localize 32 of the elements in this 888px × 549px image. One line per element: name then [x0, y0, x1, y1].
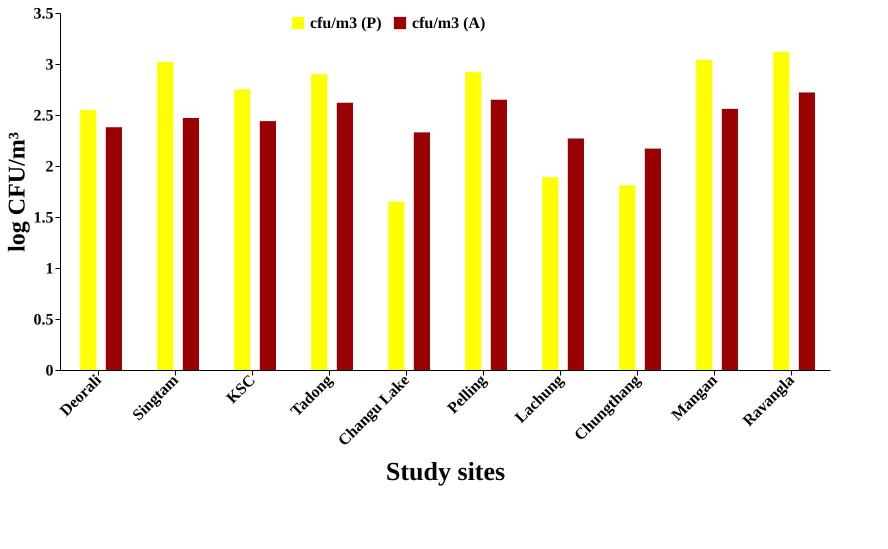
bar [182, 118, 199, 370]
bar [798, 92, 815, 370]
bar [80, 110, 96, 370]
x-axis-title: Study sites [386, 456, 506, 486]
bar [106, 127, 122, 370]
y-tick-label: 1.5 [34, 210, 54, 226]
bar [644, 148, 661, 370]
y-tick-label: 3 [46, 56, 54, 74]
bar [696, 60, 712, 370]
bar [260, 121, 276, 370]
bar [157, 62, 174, 370]
y-tick-label: 0.5 [34, 312, 54, 328]
y-tick-label: 2 [46, 158, 54, 176]
y-tick-label: 1 [46, 260, 54, 278]
bar [542, 177, 558, 370]
legend-label: cfu/m3 (P) [310, 15, 382, 32]
bar [234, 90, 250, 370]
legend-label: cfu/m3 (A) [412, 15, 486, 32]
bar [619, 185, 636, 370]
y-tick-label: 2.5 [34, 108, 54, 124]
bar [465, 72, 482, 370]
bar [490, 100, 507, 370]
bar [311, 74, 328, 370]
y-tick-label: 3.5 [34, 6, 54, 22]
bar [388, 202, 404, 370]
y-tick-label: 0 [46, 362, 54, 380]
bar [568, 138, 584, 370]
bar [773, 52, 790, 370]
bar [336, 102, 353, 370]
y-axis-title: log CFU/m³ [4, 132, 30, 252]
bar [414, 132, 430, 370]
bar [722, 108, 738, 370]
